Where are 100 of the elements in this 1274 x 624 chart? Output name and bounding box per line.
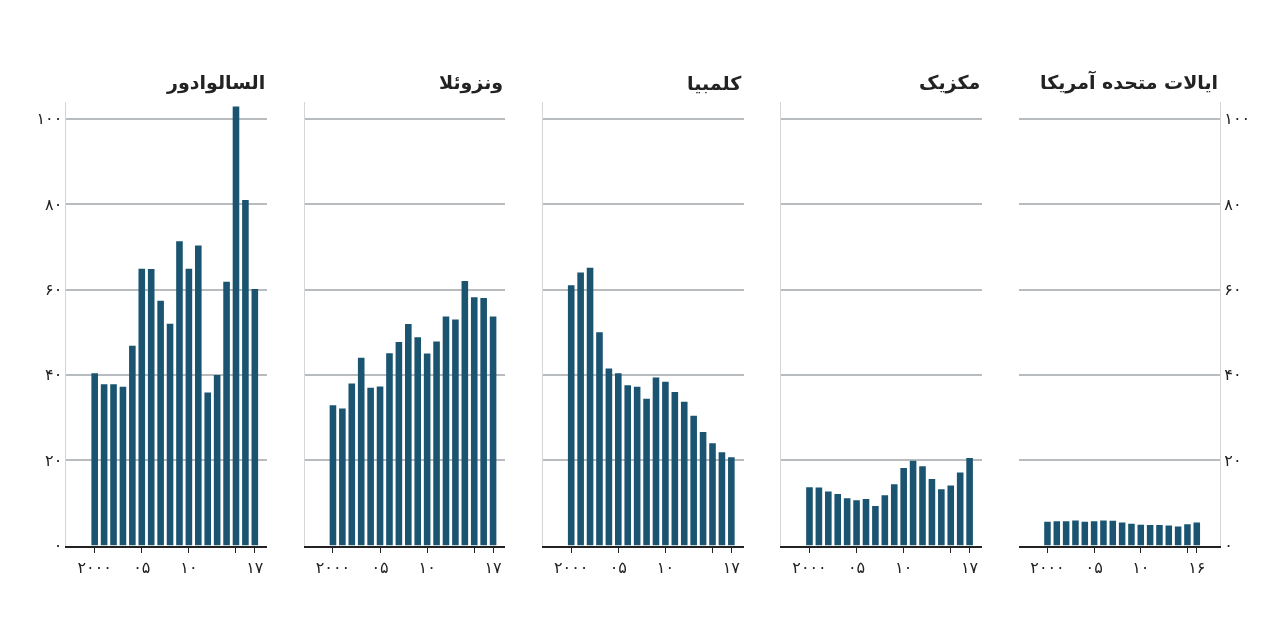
x-tick-label: ۰۵ — [1085, 557, 1103, 577]
bar — [119, 386, 127, 546]
bar — [643, 398, 650, 546]
bar — [185, 268, 193, 546]
bar — [461, 281, 469, 546]
bar — [433, 341, 440, 546]
x-tick-label: ۱۰ — [180, 557, 198, 577]
y-tick-label: ۶۰ — [45, 280, 63, 300]
bar — [339, 408, 346, 546]
chart-title: کلمبیا — [687, 72, 743, 94]
chart-title: مکزیک — [919, 71, 981, 94]
bar — [671, 391, 679, 546]
bar — [567, 285, 575, 546]
chart-title: ایالات متحده آمریکا — [1040, 70, 1219, 94]
bar — [615, 373, 622, 546]
x-tick-label: ۱۷ — [722, 557, 741, 577]
bar — [624, 385, 632, 546]
bar — [966, 458, 973, 546]
x-tick-label: ۲۰۰۰ — [554, 557, 589, 577]
y-tick-label: ۱۰۰ — [1224, 109, 1251, 129]
bar — [596, 332, 603, 546]
bar — [470, 297, 478, 546]
bar — [709, 443, 716, 546]
bar — [853, 500, 860, 546]
x-tick-label: ۱۶ — [1188, 557, 1206, 577]
bar — [129, 345, 136, 546]
bar — [900, 467, 907, 546]
bar — [367, 387, 374, 546]
bar — [928, 479, 936, 546]
bar — [213, 374, 221, 546]
bar — [489, 316, 497, 546]
bar — [890, 484, 898, 546]
bar — [633, 386, 641, 546]
bar — [110, 384, 117, 546]
bar — [586, 267, 594, 546]
x-tick-label: ۰۵ — [371, 557, 389, 577]
bar — [909, 460, 917, 546]
x-tick-label: ۱۷ — [484, 557, 503, 577]
bar — [699, 432, 707, 546]
bar — [577, 272, 584, 546]
bar — [405, 324, 412, 546]
bar — [718, 452, 726, 546]
x-tick-label: ۰۵ — [609, 557, 627, 577]
bar — [195, 245, 202, 546]
x-tick-label: ۲۰۰۰ — [792, 557, 827, 577]
y-tick-label: ۸۰ — [45, 194, 63, 214]
y-tick-label: ۲۰ — [1224, 450, 1242, 470]
y-tick-label: ۴۰ — [45, 365, 63, 385]
bar — [423, 353, 431, 546]
bar — [938, 489, 945, 546]
x-tick-label: ۲۰۰۰ — [315, 557, 351, 577]
bar — [881, 495, 889, 546]
bar — [166, 323, 174, 546]
bar — [947, 485, 955, 546]
bar — [728, 457, 735, 546]
bar — [480, 298, 487, 546]
y-tick-label: ۱۰۰ — [36, 109, 63, 129]
chart-title: السالوادور — [166, 71, 266, 94]
bar — [862, 499, 870, 546]
y-tick-label: ۰ — [53, 536, 63, 556]
x-tick-label: ۱۰ — [895, 557, 913, 577]
bar — [806, 487, 813, 546]
bar — [329, 405, 337, 546]
bar — [242, 199, 249, 546]
bar — [843, 498, 851, 546]
bar — [386, 353, 393, 546]
bar — [176, 241, 183, 546]
y-tick-label: ۴۰ — [1224, 365, 1242, 385]
bar — [652, 377, 660, 546]
x-tick-label: ۱۰ — [656, 557, 674, 577]
bar — [223, 281, 230, 546]
bar — [690, 415, 697, 546]
y-tick-label: ۶۰ — [1224, 280, 1242, 300]
x-tick-label: ۲۰۰۰ — [1030, 557, 1065, 577]
bar — [251, 289, 259, 546]
x-tick-label: ۱۷ — [961, 557, 979, 577]
bar — [100, 384, 108, 546]
bar — [348, 383, 356, 546]
y-tick-label: ۰ — [1224, 536, 1233, 556]
x-tick-label: ۲۰۰۰ — [77, 557, 112, 577]
bar — [662, 381, 669, 546]
x-tick-label: ۱۰ — [418, 557, 436, 577]
bar — [376, 386, 384, 546]
bar — [834, 493, 842, 546]
x-tick-label: ۰۵ — [133, 557, 151, 577]
y-tick-label: ۸۰ — [1224, 194, 1242, 214]
x-tick-label: ۱۰ — [1132, 557, 1150, 577]
bar — [91, 373, 98, 546]
y-tick-label: ۲۰ — [45, 450, 63, 470]
bar — [357, 357, 365, 546]
x-tick-label: ۰۵ — [847, 557, 866, 577]
bar — [138, 268, 146, 546]
bar — [919, 466, 926, 546]
bar — [605, 368, 613, 546]
bar — [956, 472, 964, 546]
bar — [872, 505, 879, 546]
bar — [204, 392, 212, 546]
bar — [395, 342, 403, 546]
bar — [414, 337, 422, 546]
bar — [157, 300, 164, 546]
